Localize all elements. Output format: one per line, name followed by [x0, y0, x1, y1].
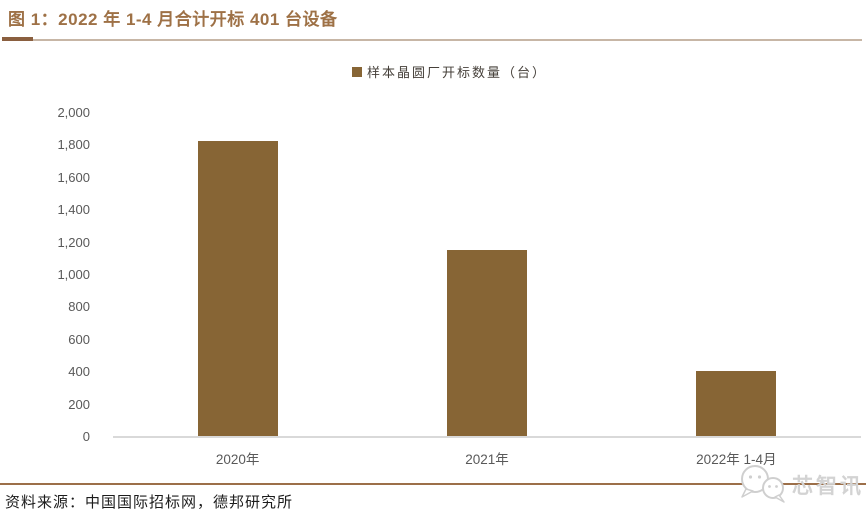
y-tick-label: 0 [82, 429, 90, 444]
source-note: 资料来源：中国国际招标网，德邦研究所 [5, 495, 294, 511]
bar-2020年 [197, 141, 278, 436]
y-tick-label: 1,000 [57, 267, 90, 282]
y-tick-label: 600 [68, 331, 90, 347]
y-tick-label: 1,400 [57, 202, 90, 218]
y-tick-label: 1,600 [57, 169, 90, 185]
chart-legend: 样本晶圆厂开标数量（台） [352, 62, 547, 81]
title-divider [2, 39, 862, 41]
watermark: 芯智讯 [734, 462, 864, 511]
y-tick-label: 1,200 [57, 234, 90, 250]
x-tick-label: 2020年 [215, 452, 260, 467]
chat-bubbles-icon [734, 462, 792, 511]
y-tick-label: 800 [68, 299, 90, 315]
title-divider-accent [2, 37, 33, 41]
y-tick-label: 200 [68, 396, 90, 412]
x-tick-label: 2022年 1-4月 [696, 452, 777, 467]
y-tick-label: 2,000 [57, 105, 90, 120]
watermark-text: 芯智讯 [792, 474, 864, 498]
y-tick-label: 400 [68, 364, 90, 380]
legend-swatch-icon [352, 66, 362, 77]
footer-divider [0, 483, 866, 485]
x-axis-line [113, 436, 861, 438]
legend-label: 样本晶圆厂开标数量（台） [367, 65, 548, 80]
figure-title: 图 1：2022 年 1-4 月合计开标 401 台设备 [8, 10, 338, 29]
bar-2021年 [447, 249, 527, 436]
bar-2022年 1-4月 [696, 371, 777, 436]
x-tick-label: 2021年 [465, 452, 509, 467]
y-tick-label: 1,800 [57, 137, 90, 153]
